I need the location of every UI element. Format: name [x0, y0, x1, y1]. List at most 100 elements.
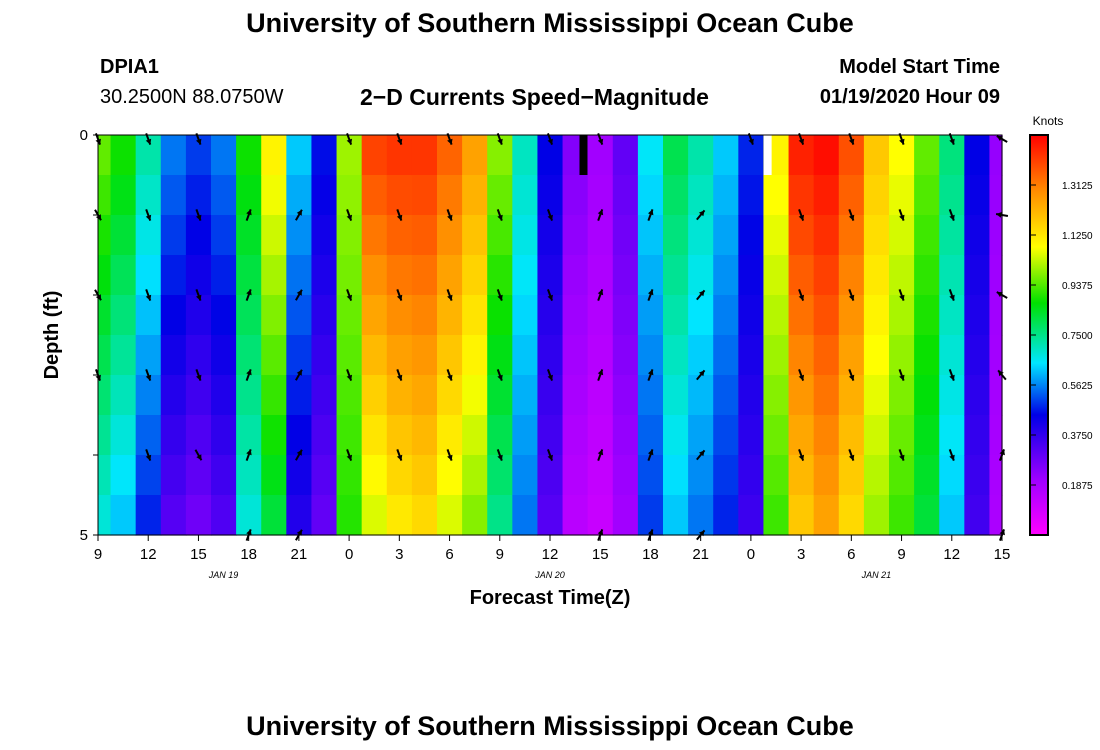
heatmap-cell	[336, 415, 363, 456]
heatmap-cell	[286, 375, 313, 416]
heatmap-cell	[612, 335, 639, 376]
heatmap-cell	[411, 255, 438, 296]
heatmap-cell	[914, 295, 940, 336]
heatmap-cell	[738, 455, 765, 496]
current-arrow	[948, 449, 955, 461]
heatmap-cell	[838, 295, 865, 336]
colorbar-ticks: 0.1875 0.3750 0.5625 0.7500 0.9375 1.1250 1.31…	[1030, 181, 1093, 492]
station-coordinates: 30.2500N 88.0750W	[100, 86, 284, 108]
colorbar-tick-label: 0.9375	[1062, 281, 1093, 292]
heatmap-cell	[211, 375, 237, 416]
heatmap-cell	[512, 415, 539, 456]
heatmap-cell	[838, 455, 865, 496]
current-arrow	[245, 369, 252, 381]
heatmap-cell	[738, 215, 765, 256]
heatmap-cell	[411, 335, 438, 376]
x-tick-label: 15	[994, 546, 1011, 563]
heatmap-cell	[361, 295, 388, 336]
heatmap-cell	[939, 255, 965, 296]
y-axis: 05	[80, 127, 98, 544]
heatmap-cell	[612, 455, 639, 496]
heatmap-cell	[185, 455, 212, 496]
heatmap-cell	[135, 415, 162, 456]
heatmap-cell	[738, 415, 765, 456]
current-arrow	[446, 289, 453, 301]
heatmap-cell	[185, 295, 212, 336]
heatmap-cell	[889, 175, 915, 216]
date-label: JAN 19	[208, 570, 239, 580]
heatmap-cell	[286, 415, 313, 456]
current-arrow	[496, 449, 503, 461]
heatmap-cell	[813, 255, 840, 296]
x-tick-label: 15	[190, 546, 207, 563]
current-arrow	[798, 449, 805, 461]
heatmap-cell	[989, 455, 1003, 496]
heatmap-cell	[914, 335, 940, 376]
colorbar: Knots 0.1875 0.3750 0.5625 0.7500 0.9375 1.12…	[1029, 114, 1093, 536]
heatmap-cell	[713, 175, 739, 216]
heatmap-cell	[914, 175, 940, 216]
current-arrow	[195, 289, 202, 301]
heatmap-cell	[914, 455, 940, 496]
heatmap-cell	[713, 335, 739, 376]
heatmap-cell	[964, 335, 991, 376]
current-arrow	[446, 209, 453, 221]
heatmap-cell	[110, 175, 137, 216]
current-arrow	[346, 289, 353, 301]
heatmap-cell	[135, 295, 162, 336]
heatmap-cell	[160, 455, 187, 496]
heatmap-cell	[311, 495, 338, 536]
heatmap-cell	[386, 295, 413, 336]
heatmap-cell	[863, 175, 890, 216]
heatmap-cell	[587, 335, 614, 376]
heatmap-cell	[587, 415, 614, 456]
colorbar-tick-label: 1.3125	[1062, 181, 1093, 192]
heatmap-cell	[311, 295, 338, 336]
heatmap-cell	[411, 455, 438, 496]
heatmap-cell	[135, 495, 162, 536]
heatmap-cell	[612, 215, 639, 256]
heatmap-cell	[562, 335, 589, 376]
heatmap-cell	[236, 335, 262, 376]
heatmap-cell	[939, 215, 965, 256]
heatmap-cell	[411, 495, 438, 536]
heatmap-cell	[562, 175, 589, 216]
heatmap-cell	[185, 495, 212, 536]
heatmap-cell	[989, 335, 1003, 376]
current-arrow	[597, 369, 604, 381]
heatmap-cell	[98, 455, 112, 496]
station-id: DPIA1	[100, 56, 159, 78]
heatmap-cell	[311, 415, 338, 456]
model-start-label: Model Start Time	[839, 56, 1000, 78]
heatmap-cell	[211, 495, 237, 536]
heatmap-cell	[713, 135, 739, 176]
heatmap-cell	[763, 255, 790, 296]
heatmap-cell	[863, 215, 890, 256]
heatmap-cell	[437, 215, 463, 256]
current-arrow	[798, 209, 805, 221]
heatmap-cell	[989, 495, 1003, 536]
heatmap-cell	[110, 335, 137, 376]
heatmap-cell	[386, 255, 413, 296]
heatmap-cell	[487, 455, 513, 496]
heatmap-cell	[989, 175, 1003, 216]
heatmap-cell	[261, 215, 287, 256]
heatmap-cell	[939, 495, 965, 536]
heatmap-cell	[612, 175, 639, 216]
heatmap-cell	[989, 135, 1003, 176]
current-arrow	[396, 369, 403, 381]
current-arrow	[195, 369, 202, 381]
x-tick-label: 0	[345, 546, 353, 563]
heatmap-cell	[386, 495, 413, 536]
heatmap-cell	[612, 295, 639, 336]
heatmap-cell	[663, 255, 689, 296]
heatmap-cell	[211, 415, 237, 456]
current-arrow	[446, 369, 453, 381]
colorbar-title: Knots	[1033, 114, 1064, 128]
current-arrow	[696, 369, 706, 381]
heatmap-cell	[236, 295, 262, 336]
heatmap-cell	[713, 495, 739, 536]
current-arrow	[696, 289, 706, 301]
heatmap-cell	[211, 255, 237, 296]
current-arrow	[898, 209, 905, 221]
